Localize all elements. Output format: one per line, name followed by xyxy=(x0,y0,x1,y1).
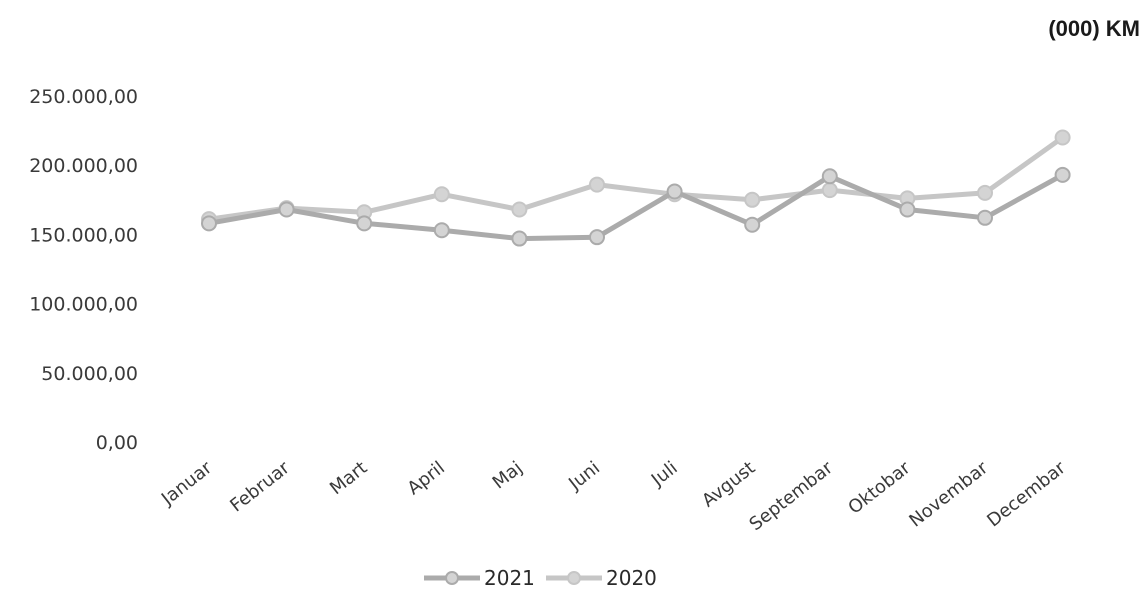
x-tick-label: Avgust xyxy=(698,457,759,511)
legend-swatch-marker xyxy=(567,571,581,585)
y-tick-label: 150.000,00 xyxy=(29,224,138,246)
unit-label: (000) KM xyxy=(1048,16,1140,41)
y-tick-label: 200.000,00 xyxy=(29,155,138,177)
data-point-2020 xyxy=(433,186,450,203)
data-point-2020 xyxy=(821,182,838,199)
legend-swatch-marker xyxy=(445,571,459,585)
data-point-2021 xyxy=(1054,166,1071,183)
data-point-2021 xyxy=(201,215,217,232)
data-point-2021 xyxy=(977,209,993,226)
data-point-2020 xyxy=(744,191,761,208)
series-line-2021 xyxy=(206,172,1066,242)
data-point-2020 xyxy=(1054,129,1071,146)
x-tick-label: Mart xyxy=(326,457,371,499)
series-line-2020 xyxy=(206,135,1066,222)
data-point-2021 xyxy=(356,215,373,232)
x-tick-label: Novembar xyxy=(905,457,992,532)
data-point-2021 xyxy=(899,201,916,218)
data-point-2021 xyxy=(433,222,450,239)
x-tick-label: Oktobar xyxy=(844,457,915,519)
y-tick-label: 0,00 xyxy=(96,432,138,454)
x-tick-label: Januar xyxy=(157,457,217,510)
data-point-2021 xyxy=(511,230,528,247)
x-tick-label: Juli xyxy=(647,457,682,491)
data-point-2021 xyxy=(666,183,683,200)
legend-item-2021: 2021 xyxy=(424,566,535,590)
legend-label: 2021 xyxy=(484,566,535,590)
data-point-2021 xyxy=(589,229,605,246)
data-point-2021 xyxy=(278,201,295,218)
y-tick-label: 100.000,00 xyxy=(29,294,138,316)
x-tick-label: Decembar xyxy=(983,457,1070,531)
data-point-2020 xyxy=(511,201,528,218)
y-tick-label: 50.000,00 xyxy=(41,363,138,385)
legend-item-2020: 2020 xyxy=(546,566,657,590)
x-tick-label: Juni xyxy=(564,457,604,495)
legend-label: 2020 xyxy=(606,566,657,590)
x-tick-label: Septembar xyxy=(746,457,838,535)
data-point-2020 xyxy=(589,176,605,193)
data-point-2021 xyxy=(744,216,761,233)
x-tick-label: Maj xyxy=(489,457,527,493)
y-tick-label: 250.000,00 xyxy=(29,86,138,108)
x-tick-label: April xyxy=(404,457,449,499)
data-point-2020 xyxy=(977,184,993,201)
data-point-2021 xyxy=(821,168,838,185)
x-tick-label: Februar xyxy=(226,457,294,516)
